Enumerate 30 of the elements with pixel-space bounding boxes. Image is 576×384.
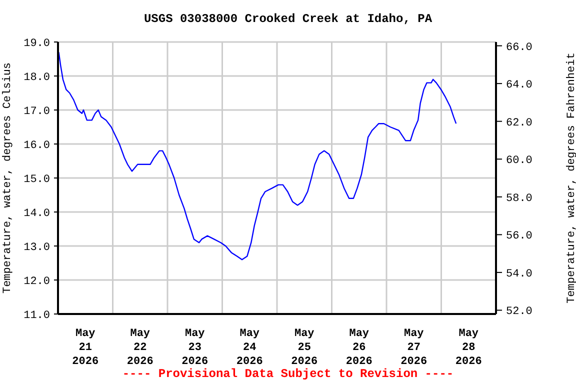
y-tick-label: 16.0 — [24, 140, 50, 152]
x-tick-label: May 25 2026 — [291, 328, 318, 368]
x-tick-label: May 28 2026 — [455, 328, 482, 368]
y2-tick-label: 54.0 — [506, 268, 532, 280]
y-axis-title: Temperature, water, degrees Celsius — [2, 62, 14, 294]
y-tick-label: 12.0 — [24, 276, 50, 288]
x-tick-label: May 26 2026 — [346, 328, 372, 368]
y2-tick-label: 60.0 — [506, 155, 532, 168]
y2-tick-label: 62.0 — [506, 117, 532, 130]
x-tick-label: May 24 2026 — [236, 328, 263, 368]
x-tick-label: May 22 2026 — [126, 328, 154, 368]
y2-tick-label: 56.0 — [506, 230, 532, 243]
x-tick-label: May 21 2026 — [72, 328, 99, 368]
y-tick-label: 14.0 — [24, 208, 50, 220]
y2-tick-label: 52.0 — [506, 306, 532, 318]
text: ---- Provisional Data Subject to Revision ---- — [121, 367, 455, 381]
chart-title: USGS 03038000 Crooked Creek at Idaho, PA — [142, 12, 434, 26]
y-tick-label: 18.0 — [24, 72, 50, 84]
x-tick-label: May 27 2026 — [400, 328, 428, 368]
y-tick-label: 17.0 — [24, 106, 50, 118]
y-tick-label: 15.0 — [24, 174, 50, 186]
y2-tick-label: 64.0 — [506, 80, 532, 92]
y2-axis-title: Temperature, water, degrees Fahrenheit — [566, 52, 576, 304]
y-tick-label: 11.0 — [24, 310, 50, 322]
line-series — [58, 52, 457, 260]
y-tick-label: 13.0 — [24, 242, 50, 254]
y2-tick-label: 66.0 — [506, 42, 532, 54]
y2-tick-label: 58.0 — [506, 192, 532, 205]
x-tick-label: May 23 2026 — [182, 328, 208, 368]
y-tick-label: 19.0 — [24, 38, 50, 50]
